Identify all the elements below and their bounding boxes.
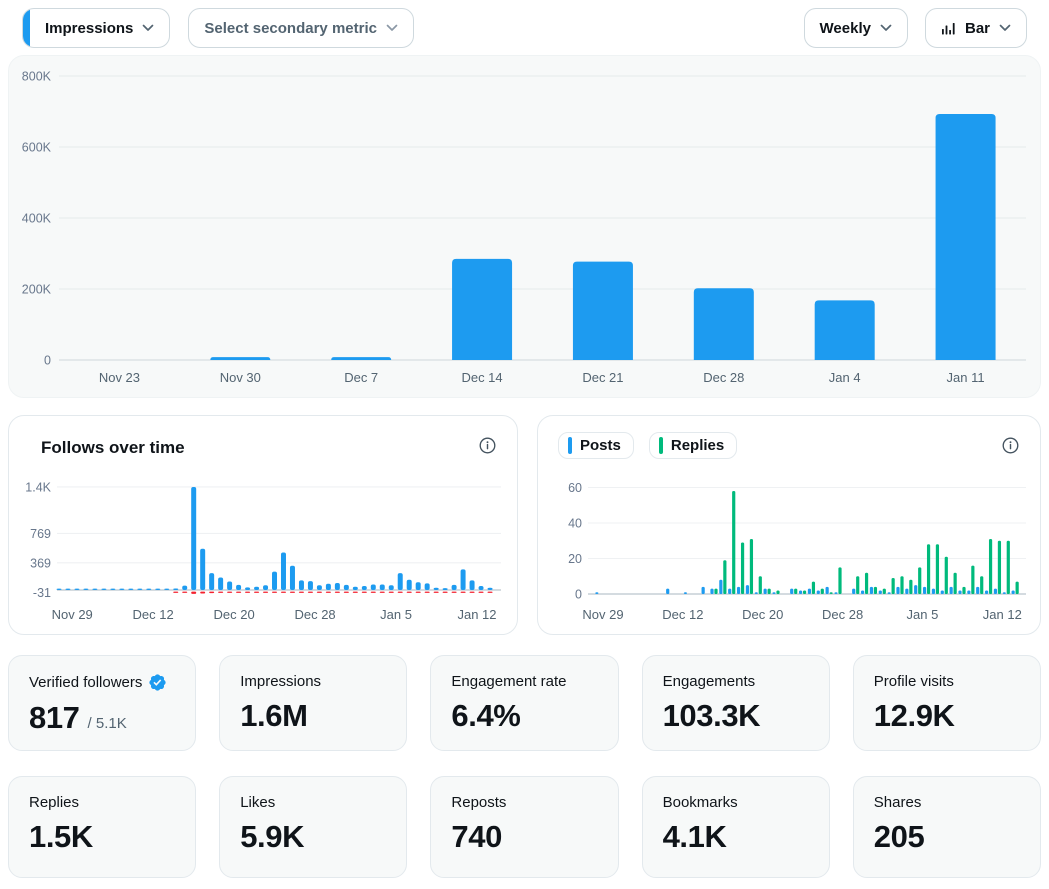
info-icon[interactable]	[478, 436, 497, 460]
svg-text:Jan 4: Jan 4	[829, 370, 861, 385]
stat-label: Verified followers	[29, 674, 143, 691]
svg-text:Jan 11: Jan 11	[947, 370, 985, 385]
legend-chip-replies[interactable]: Replies	[648, 432, 738, 459]
svg-text:Dec 20: Dec 20	[214, 607, 255, 622]
chevron-down-icon	[999, 24, 1011, 31]
svg-text:Nov 23: Nov 23	[99, 370, 140, 385]
bar-chart-icon	[941, 22, 955, 34]
replies-swatch	[658, 437, 663, 454]
follows-over-time-card: Follows over time 1.4K 769 369 -31 Nov 29 Dec…	[8, 415, 518, 635]
svg-text:200K: 200K	[22, 283, 52, 297]
stat-value: 205	[873, 819, 925, 854]
svg-text:Dec 28: Dec 28	[294, 607, 335, 622]
info-icon[interactable]	[1001, 436, 1020, 460]
svg-text:Dec 28: Dec 28	[703, 370, 744, 385]
chevron-down-icon	[386, 24, 398, 31]
stat-card-impressions: Impressions 1.6M	[219, 655, 408, 751]
stat-card-bookmarks: Bookmarks 4.1K	[641, 776, 830, 878]
primary-metric-label: Impressions	[45, 19, 134, 37]
stat-value: 12.9K	[873, 698, 955, 733]
stat-value: 6.4%	[451, 698, 521, 733]
stat-label: Reposts	[451, 794, 507, 811]
svg-text:Dec 12: Dec 12	[662, 607, 703, 622]
svg-text:369: 369	[30, 556, 51, 570]
verified-badge-icon	[149, 674, 167, 691]
svg-text:Jan 5: Jan 5	[907, 607, 939, 622]
stat-card-reposts: Reposts 740	[430, 776, 619, 878]
svg-text:40: 40	[568, 517, 582, 531]
svg-text:Nov 29: Nov 29	[582, 607, 623, 622]
svg-text:1.4K: 1.4K	[25, 480, 51, 494]
svg-text:60: 60	[568, 481, 582, 495]
stat-value: 4.1K	[662, 819, 727, 854]
primary-metric-accent-bar	[23, 9, 30, 47]
stat-value-suffix: / 5.1K	[87, 715, 127, 732]
svg-text:Dec 12: Dec 12	[133, 607, 174, 622]
stats-grid: Verified followers 817 / 5.1K Impression…	[8, 655, 1041, 878]
impressions-weekly-chart-card: 0 200K 400K 600K 800K Nov 23 Nov 30 Dec 7 Dec 14…	[8, 55, 1041, 398]
stat-value: 740	[451, 819, 502, 854]
stat-value: 1.6M	[240, 698, 308, 733]
primary-metric-dropdown[interactable]: Impressions	[22, 8, 171, 48]
svg-text:400K: 400K	[22, 212, 52, 226]
stat-label: Impressions	[240, 673, 322, 690]
chart-type-dropdown[interactable]: Bar	[924, 8, 1027, 48]
stat-label: Profile visits	[873, 673, 954, 690]
svg-text:800K: 800K	[22, 70, 52, 84]
svg-text:Dec 7: Dec 7	[344, 370, 378, 385]
stat-card-likes: Likes 5.9K	[219, 776, 408, 878]
stat-label: Bookmarks	[662, 794, 738, 811]
svg-text:Nov 29: Nov 29	[52, 607, 93, 622]
stat-card-verified-followers: Verified followers 817 / 5.1K	[8, 655, 197, 751]
stat-label: Engagements	[662, 673, 756, 690]
svg-text:Jan 12: Jan 12	[983, 607, 1022, 622]
impressions-weekly-bar-chart[interactable]: 0 200K 400K 600K 800K Nov 23 Nov 30 Dec 7 Dec 14…	[9, 56, 1040, 397]
svg-text:Nov 30: Nov 30	[220, 370, 261, 385]
svg-text:600K: 600K	[22, 141, 52, 155]
svg-text:Dec 20: Dec 20	[742, 607, 783, 622]
chart-type-label: Bar	[964, 19, 990, 37]
svg-text:Jan 12: Jan 12	[457, 607, 496, 622]
stat-card-profile-visits: Profile visits 12.9K	[852, 655, 1041, 751]
stat-value: 817	[29, 700, 80, 735]
svg-text:Dec 21: Dec 21	[582, 370, 623, 385]
stat-card-replies: Replies 1.5K	[8, 776, 197, 878]
period-label: Weekly	[819, 19, 871, 37]
svg-text:769: 769	[30, 527, 51, 541]
legend-posts-label: Posts	[580, 437, 621, 454]
svg-text:Dec 28: Dec 28	[822, 607, 863, 622]
stat-label: Shares	[873, 794, 922, 811]
follows-chart-title: Follows over time	[41, 438, 185, 457]
stat-value: 1.5K	[29, 819, 93, 854]
toolbar: Impressions Select secondary metric Week…	[0, 0, 1049, 48]
svg-text:-31: -31	[33, 586, 51, 600]
stat-card-shares: Shares 205	[852, 776, 1041, 878]
secondary-charts-row: Follows over time 1.4K 769 369 -31 Nov 29 Dec…	[8, 415, 1041, 635]
svg-text:Dec 14: Dec 14	[461, 370, 502, 385]
posts-swatch	[568, 437, 572, 454]
svg-text:Jan 5: Jan 5	[380, 607, 412, 622]
secondary-metric-dropdown[interactable]: Select secondary metric	[188, 8, 414, 48]
posts-replies-card: Posts Replies 60 40 20 0 Nov 29 Dec 12 Dec 20 D…	[537, 415, 1041, 635]
svg-text:0: 0	[575, 588, 582, 602]
chevron-down-icon	[143, 24, 154, 31]
legend-chip-posts[interactable]: Posts	[558, 432, 634, 459]
stat-value: 5.9K	[240, 819, 305, 854]
svg-text:20: 20	[568, 552, 582, 566]
secondary-metric-label: Select secondary metric	[204, 19, 377, 37]
svg-text:0: 0	[44, 354, 51, 368]
chevron-down-icon	[880, 24, 892, 31]
stat-label: Replies	[29, 794, 80, 811]
stat-label: Likes	[240, 794, 276, 811]
period-dropdown[interactable]: Weekly	[803, 8, 908, 48]
stat-card-engagements: Engagements 103.3K	[641, 655, 830, 751]
legend-replies-label: Replies	[670, 437, 725, 454]
stat-value: 103.3K	[662, 698, 761, 733]
stat-card-engagement-rate: Engagement rate 6.4%	[430, 655, 619, 751]
chart-legend: Posts Replies	[558, 432, 738, 459]
stat-label: Engagement rate	[451, 673, 567, 690]
